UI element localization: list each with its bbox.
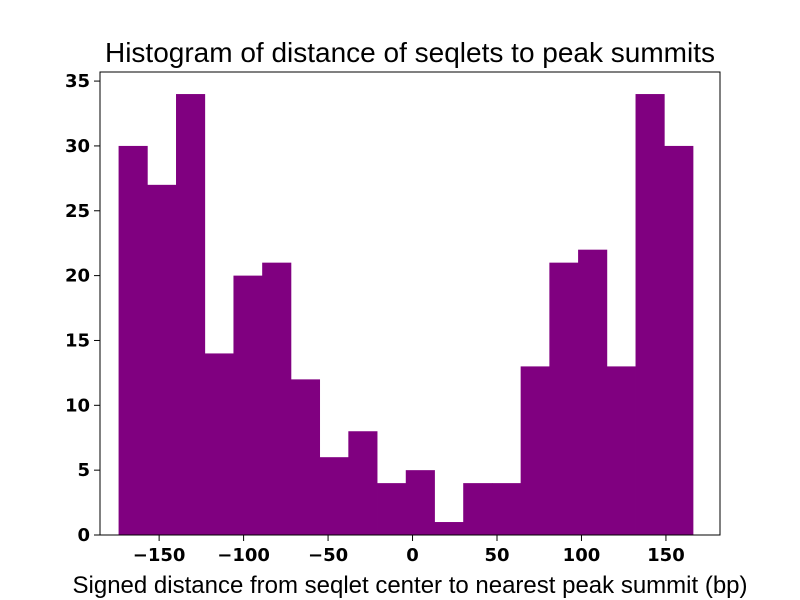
x-tick-label: 0: [406, 545, 419, 566]
x-axis-label: Signed distance from seqlet center to ne…: [73, 572, 748, 599]
histogram-bar: [176, 94, 206, 536]
histogram-bar: [520, 366, 550, 535]
histogram-bar: [118, 145, 148, 535]
histogram-bar: [147, 184, 177, 535]
y-tick-label: 5: [77, 460, 90, 481]
y-axis: 0 5 10 15 20 25 30 35: [65, 71, 100, 546]
y-tick-label: 25: [65, 201, 90, 222]
chart-title: Histogram of distance of seqlets to peak…: [105, 37, 715, 68]
histogram-bar: [348, 431, 378, 535]
x-axis: −150 −100 −50 0 50 100 150: [133, 535, 685, 566]
histogram-bar: [491, 483, 522, 535]
bars-group: [118, 94, 694, 536]
x-tick-label: 50: [484, 545, 509, 566]
y-tick-label: 15: [65, 330, 90, 351]
y-tick-label: 20: [65, 266, 90, 287]
histogram-bar: [405, 470, 435, 535]
histogram-bar: [262, 262, 292, 535]
y-tick-label: 10: [65, 395, 90, 416]
x-tick-label: 100: [563, 545, 601, 566]
y-tick-label: 0: [77, 525, 90, 546]
histogram-bar: [549, 262, 579, 535]
histogram-bar: [204, 353, 234, 535]
plot-frame: [99, 71, 721, 536]
y-tick-label: 30: [65, 136, 90, 157]
x-tick-label: −100: [217, 545, 270, 566]
histogram-bar: [319, 457, 349, 535]
histogram-bar: [578, 249, 608, 536]
histogram-bar: [377, 483, 407, 535]
histogram-bar: [290, 379, 321, 535]
y-tick-label: 35: [65, 71, 90, 92]
histogram-bar: [233, 275, 263, 535]
histogram-bar: [463, 483, 493, 535]
x-tick-label: −50: [308, 545, 348, 566]
histogram-bar: [606, 366, 636, 535]
x-tick-label: −150: [133, 545, 186, 566]
x-tick-label: 150: [647, 545, 685, 566]
histogram-bar: [635, 94, 665, 536]
histogram-bar: [664, 145, 694, 535]
histogram-bar: [434, 522, 464, 535]
